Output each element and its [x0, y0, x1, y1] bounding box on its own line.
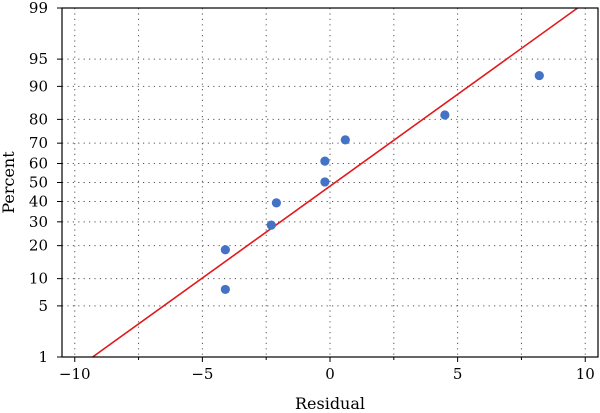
data-point	[440, 110, 450, 120]
x-tick-label: 0	[325, 365, 335, 383]
data-point	[320, 156, 330, 166]
x-axis-title: Residual	[295, 394, 365, 413]
fit-line	[92, 7, 579, 358]
data-point	[271, 198, 281, 208]
x-tick-label: 5	[453, 365, 463, 383]
data-point	[266, 220, 276, 230]
y-tick-label: 20	[29, 237, 48, 255]
grid	[62, 8, 598, 357]
data-point	[340, 135, 350, 145]
y-tick-label: 5	[38, 297, 48, 315]
y-tick-label: 40	[29, 193, 48, 211]
y-tick-label: 70	[29, 134, 48, 152]
data-point	[534, 70, 544, 81]
x-tick-label: −10	[59, 365, 91, 383]
y-tick-label: 80	[29, 110, 48, 128]
y-tick-label: 95	[29, 50, 48, 68]
x-tick-label: −5	[191, 365, 213, 383]
data-points	[220, 70, 544, 295]
plot-frame	[61, 7, 599, 358]
y-tick-label: 30	[29, 213, 48, 231]
x-axis-ticks: −10 −5 0 5 10	[59, 357, 595, 383]
data-point	[220, 284, 230, 295]
y-tick-label: 60	[29, 154, 48, 172]
y-tick-label: 10	[29, 270, 48, 288]
y-tick-label: 90	[29, 77, 48, 95]
y-axis-title: Percent	[0, 151, 18, 214]
data-point	[220, 245, 230, 255]
y-tick-label: 50	[29, 174, 48, 192]
x-tick-label: 10	[576, 365, 595, 383]
fit-line-layer	[92, 7, 579, 358]
y-tick-label: 1	[38, 348, 48, 366]
data-point	[320, 177, 330, 187]
y-tick-label: 99	[29, 0, 48, 17]
